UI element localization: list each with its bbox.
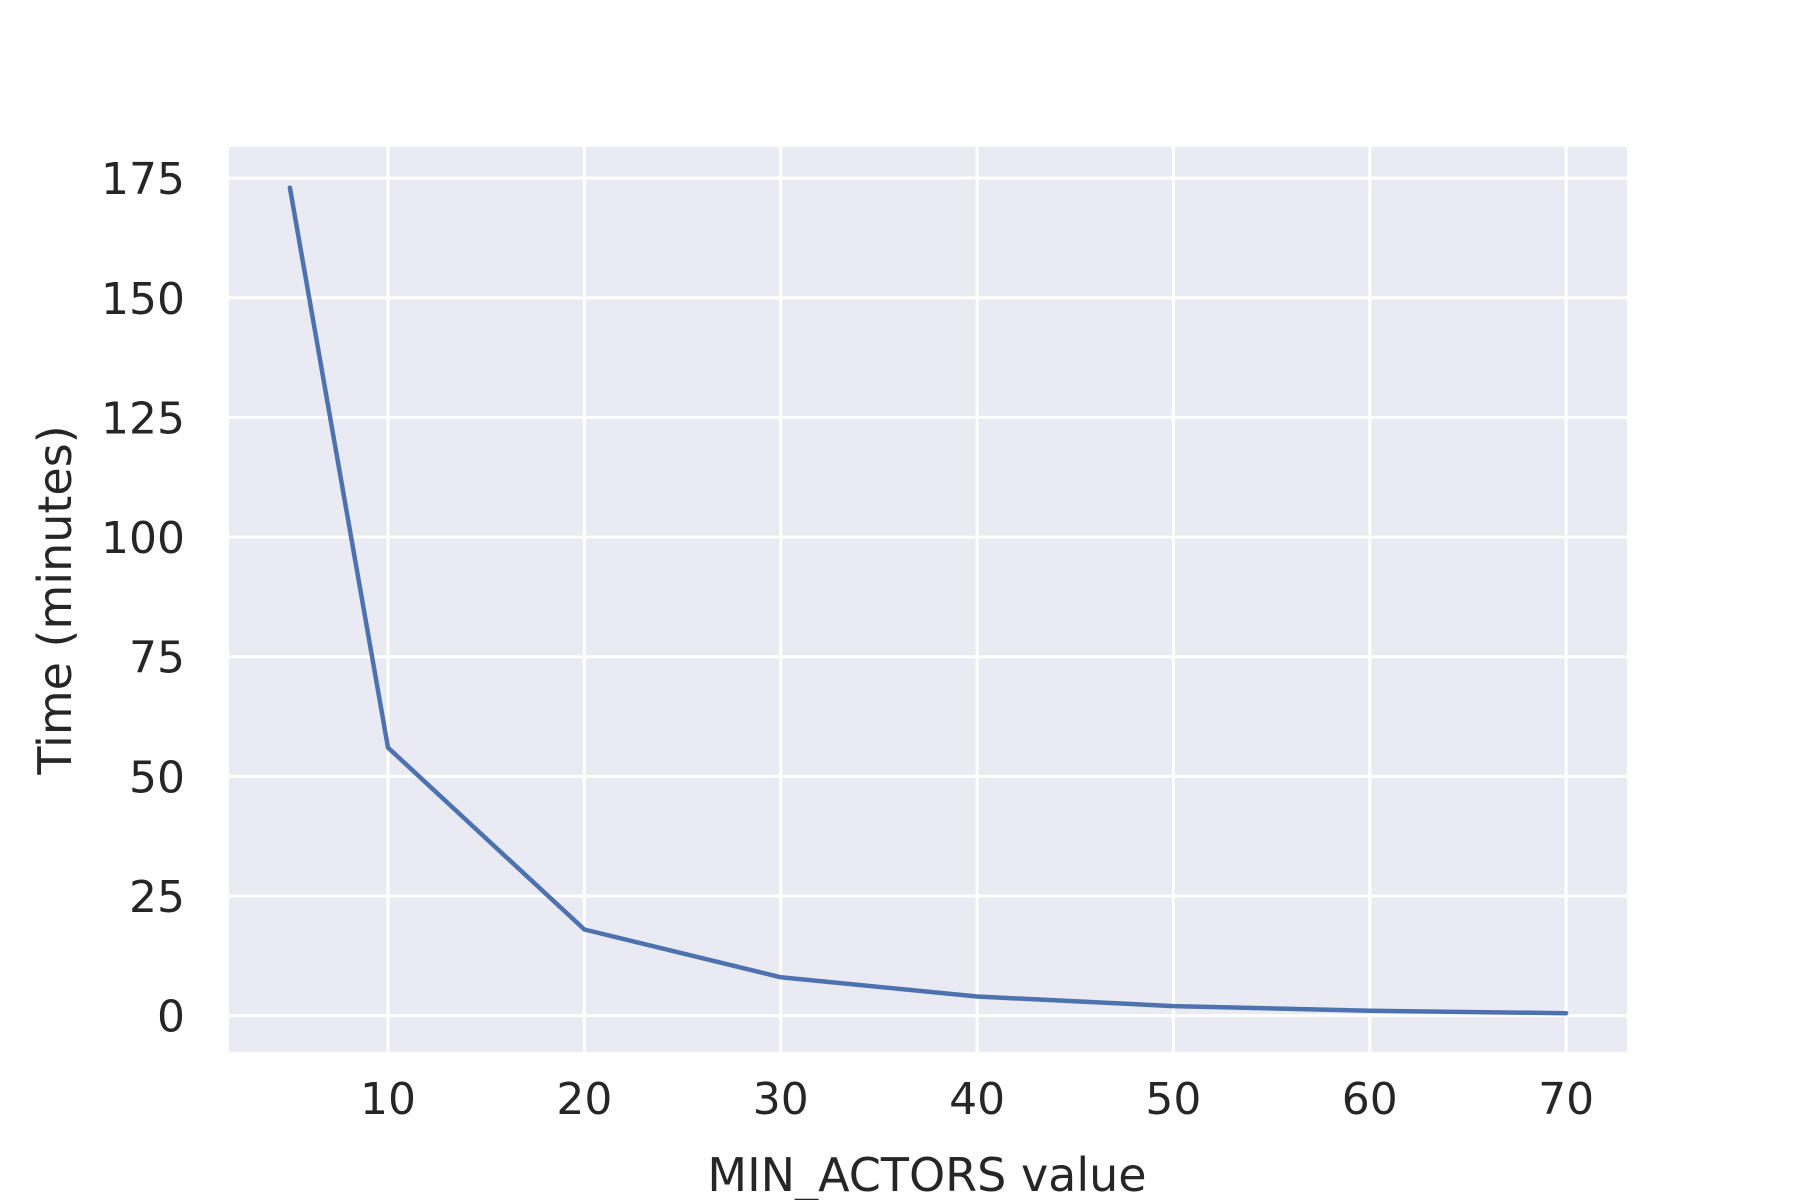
x-tick-label: 50: [1145, 1074, 1201, 1125]
grid-lines: [229, 147, 1627, 1052]
x-axis-label: MIN_ACTORS value: [707, 1148, 1146, 1200]
series-layer: [287, 185, 1569, 1016]
x-tick-label: 70: [1538, 1074, 1594, 1125]
plot-area: [229, 147, 1627, 1052]
y-tick-label: 125: [101, 393, 185, 444]
y-tick-label: 0: [157, 992, 185, 1043]
y-axis-label: Time (minutes): [28, 425, 82, 775]
y-tick-label: 175: [101, 154, 185, 205]
y-tick-label: 100: [101, 513, 185, 564]
x-tick-labels: 10 20 30 40 50 60 70: [360, 1074, 1594, 1125]
series-line: [287, 185, 1569, 1016]
x-tick-label: 60: [1342, 1074, 1398, 1125]
y-tick-labels: 0 25 50 75 100 125 150 175: [101, 154, 185, 1043]
x-tick-label: 10: [360, 1074, 416, 1125]
y-tick-label: 75: [129, 633, 185, 684]
x-tick-label: 20: [556, 1074, 612, 1125]
x-tick-label: 40: [949, 1074, 1005, 1125]
y-tick-label: 25: [129, 872, 185, 923]
x-tick-label: 30: [753, 1074, 809, 1125]
y-tick-label: 150: [101, 274, 185, 325]
y-tick-label: 50: [129, 752, 185, 803]
